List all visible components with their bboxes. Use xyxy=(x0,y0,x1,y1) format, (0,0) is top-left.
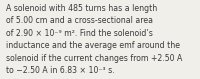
Text: of 5.00 cm and a cross-sectional area: of 5.00 cm and a cross-sectional area xyxy=(6,16,153,25)
Text: solenoid if the current changes from +2.50 A: solenoid if the current changes from +2.… xyxy=(6,54,182,63)
Text: A solenoid with 485 turns has a length: A solenoid with 485 turns has a length xyxy=(6,4,157,13)
Text: of 2.90 × 10⁻⁹ m². Find the solenoid’s: of 2.90 × 10⁻⁹ m². Find the solenoid’s xyxy=(6,29,153,38)
Text: to −2.50 A in 6.83 × 10⁻³ s.: to −2.50 A in 6.83 × 10⁻³ s. xyxy=(6,66,115,75)
Text: inductance and the average emf around the: inductance and the average emf around th… xyxy=(6,41,180,50)
